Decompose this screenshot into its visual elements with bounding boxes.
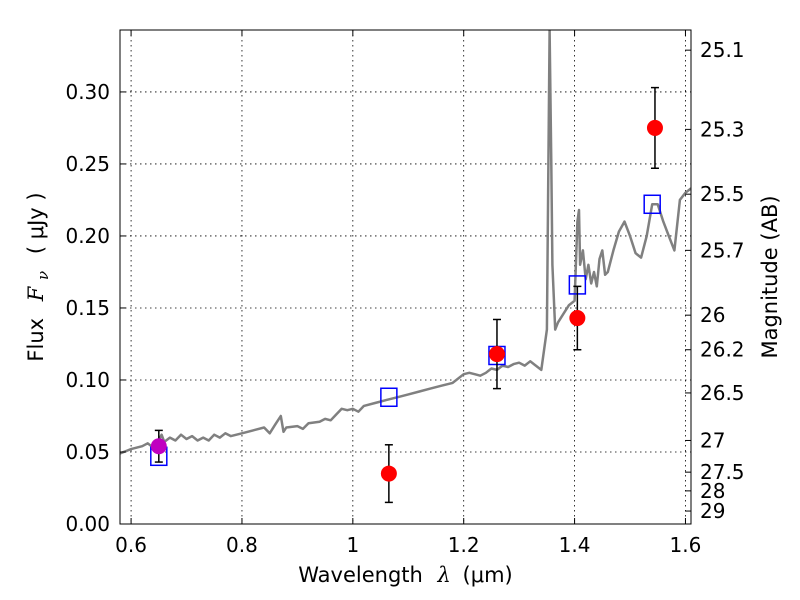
plot-frame [119, 29, 692, 525]
x-axis-label-text: Wavelength [298, 563, 423, 587]
y2-tick-label: 26.5 [700, 381, 745, 405]
grid [120, 30, 691, 525]
axis-ticks: 0.6 0.8 1 1.2 1.4 1.6 0.00 0.05 0.10 0.15 0.20 0.25… [65, 30, 745, 557]
y2-tick-label: 28 [700, 479, 725, 503]
y2-tick-label: 27.5 [700, 460, 745, 484]
y2-tick-label: 25.3 [700, 117, 745, 141]
y2-tick-label: 26.2 [700, 338, 745, 362]
x-tick-label: 1.4 [559, 533, 591, 557]
y2-tick-label: 25.7 [700, 238, 745, 262]
x-axis-label: Wavelength λ (μm) [298, 563, 512, 587]
x-tick-label: 0.6 [115, 533, 147, 557]
y2-tick-label: 29 [700, 499, 725, 523]
observed-point [488, 346, 505, 363]
y2-tick-label: 26 [700, 303, 725, 327]
x-axis-label-unit: (μm) [463, 563, 513, 587]
y-axis-label-symbol: F [24, 285, 48, 302]
x-tick-label: 1.2 [448, 533, 480, 557]
model-square-point [380, 387, 398, 408]
y-tick-label: 0.20 [65, 224, 110, 248]
spectrum [120, 30, 691, 455]
observed-point [646, 119, 663, 136]
y-tick-label: 0.05 [65, 440, 110, 464]
y2-tick-label: 25.5 [700, 182, 745, 206]
y-tick-label: 0.15 [65, 296, 110, 320]
observed-point [150, 438, 167, 455]
y-axis-label-unit: ( μJy ) [24, 192, 48, 254]
y2-tick-label: 25.1 [700, 38, 745, 62]
y-tick-label: 0.30 [65, 80, 110, 104]
y-tick-label: 0.25 [65, 152, 110, 176]
data-series [150, 86, 663, 504]
y-axis-label: Flux F ν ( μJy ) [24, 192, 53, 361]
y-tick-label: 0.00 [65, 512, 110, 536]
y-tick-label: 0.10 [65, 368, 110, 392]
y-axis-label-text: Flux [24, 318, 48, 362]
observed-point [380, 465, 397, 482]
x-tick-label: 0.8 [226, 533, 258, 557]
x-tick-label: 1 [346, 533, 359, 557]
observed-point [569, 310, 586, 327]
y-axis-label-subscript: ν [34, 271, 52, 280]
spectrum-line [120, 30, 691, 455]
y2-axis-label: Magnitude (AB) [758, 195, 782, 358]
x-tick-label: 1.6 [670, 533, 702, 557]
model-square-point [643, 194, 661, 215]
x-axis-label-symbol: λ [437, 563, 451, 587]
y2-tick-label: 27 [700, 428, 725, 452]
